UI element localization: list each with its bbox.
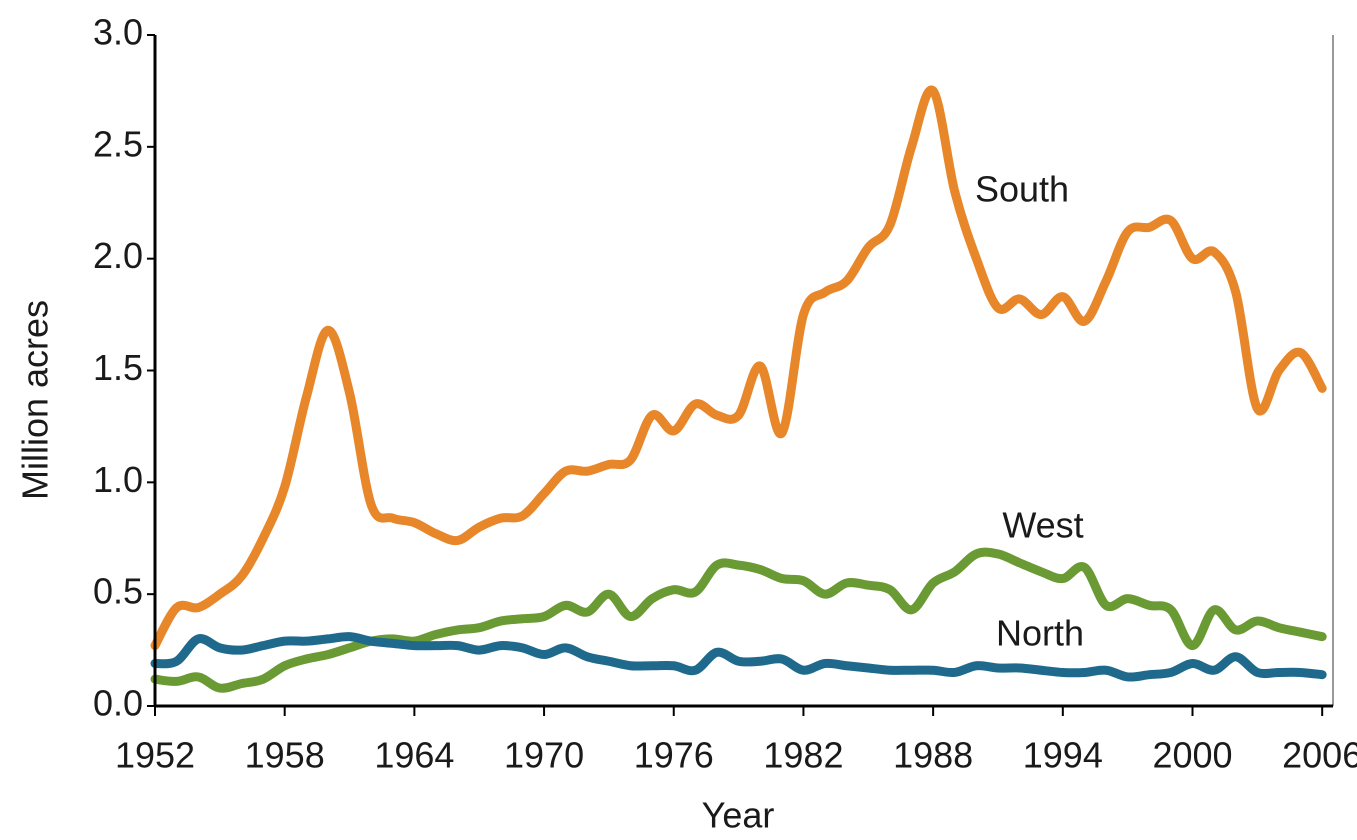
x-tick-label: 1976 bbox=[634, 735, 714, 776]
series-line bbox=[150, 85, 1327, 651]
x-tick-label: 1964 bbox=[374, 735, 454, 776]
y-tick-label: 2.5 bbox=[93, 123, 143, 164]
x-tick-label: 2006 bbox=[1282, 735, 1357, 776]
y-axis-title: Million acres bbox=[15, 300, 56, 500]
series-line bbox=[150, 547, 1327, 693]
y-tick-label: 1.0 bbox=[93, 459, 143, 500]
series-label: West bbox=[1002, 505, 1083, 546]
x-tick-label: 1988 bbox=[893, 735, 973, 776]
x-tick-label: 1970 bbox=[504, 735, 584, 776]
series-label: North bbox=[996, 613, 1084, 654]
x-tick-label: 1958 bbox=[245, 735, 325, 776]
y-tick-label: 2.0 bbox=[93, 235, 143, 276]
series-label: South bbox=[975, 169, 1069, 210]
y-tick-label: 0.5 bbox=[93, 571, 143, 612]
x-tick-label: 2000 bbox=[1152, 735, 1232, 776]
x-tick-label: 1982 bbox=[763, 735, 843, 776]
y-tick-label: 1.5 bbox=[93, 347, 143, 388]
y-tick-label: 0.0 bbox=[93, 683, 143, 724]
series-line bbox=[150, 632, 1327, 682]
x-tick-label: 1952 bbox=[115, 735, 195, 776]
x-axis-title: Year bbox=[702, 795, 775, 836]
y-tick-label: 3.0 bbox=[93, 12, 143, 53]
x-tick-label: 1994 bbox=[1023, 735, 1103, 776]
